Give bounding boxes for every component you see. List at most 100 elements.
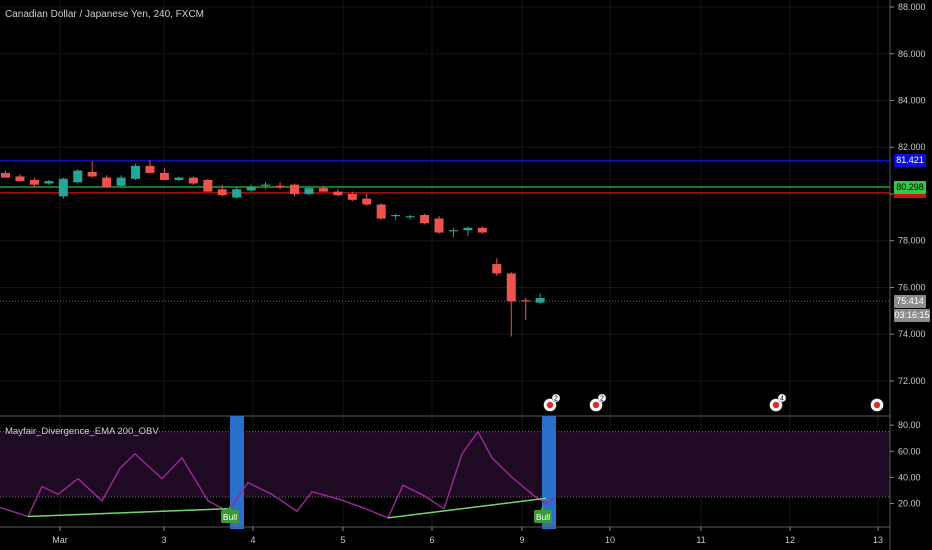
bull-signal-label: Bull [536,512,550,522]
candle [217,184,227,197]
candle-body [73,170,83,183]
event-count-label: 4 [780,396,784,403]
candle-body [174,177,184,180]
price-tag-blue: 81.421 [894,154,926,168]
candle [477,226,487,234]
indicator-tick-label: 60.00 [898,446,921,456]
candle [29,177,39,187]
candle-body [477,227,487,233]
event-marker [870,398,884,412]
candle-body [304,188,314,194]
event-marker: 2 [543,393,561,412]
candle [159,168,169,180]
candle [535,293,545,304]
indicator-tick-label: 20.00 [898,498,921,508]
candle [448,227,458,238]
event-count-label: 2 [554,396,558,403]
candle [420,213,430,225]
price-tick-label: 74.000 [898,329,926,339]
candle [463,226,473,237]
time-tick-label: Mar [52,535,68,545]
candle-body [347,193,357,200]
price-level-lines [0,160,890,302]
candle [131,163,141,180]
candle-body [275,185,285,187]
candle-body [506,273,516,302]
candle [232,186,242,199]
candle-body [29,179,39,185]
candle [376,203,386,220]
divergence-bar [542,416,556,529]
time-tick-label: 5 [340,535,345,545]
price-tick-label: 76.000 [898,282,926,292]
time-tick-label: 4 [250,535,255,545]
bull-signal-box [221,510,239,523]
time-tick-label: 10 [605,535,615,545]
price-tick-label: 72.000 [898,376,926,386]
bull-signal-pointer [540,505,546,511]
candle [347,191,357,201]
event-marker-dot [772,401,780,409]
indicator-title: Mayfair_Divergence_EMA 200_OBV [5,426,159,437]
divergence-trendline [387,497,547,519]
candle [275,182,285,190]
indicator-tick-label: 40.00 [898,472,921,482]
candle-body [145,165,155,173]
candlestick-series[interactable] [1,160,545,337]
candle-body [246,186,256,191]
event-markers[interactable]: 2 2 4 [543,393,884,412]
chart-title: Canadian Dollar / Japanese Yen, 240, FXC… [5,9,205,20]
candle-body [203,179,213,192]
time-tick-label: 13 [873,535,883,545]
candle-body [290,184,299,194]
candle [304,186,314,196]
event-marker-dot [546,401,554,409]
event-marker: 2 [589,393,607,412]
candle-body [362,198,372,205]
price-tick-label: 84.000 [898,95,926,105]
event-marker-dot [873,401,881,409]
price-tag-red [894,193,926,198]
bull-signal: Bull [221,505,239,523]
candle [145,160,155,173]
price-tick-label: 78.000 [898,236,926,246]
event-count-label: 2 [600,396,604,403]
candle [15,174,25,182]
indicator-pane[interactable]: Bull Bull [0,415,890,529]
time-tick-label: 6 [429,535,434,545]
candle-body [463,227,473,231]
candle-body [261,184,271,186]
candle-body [87,171,97,177]
time-axis[interactable]: Mar 3 4 5 6 9 10 11 12 13 [0,526,890,545]
candle [203,178,213,192]
candle-body [116,177,126,186]
price-tick-label: 86.000 [898,49,926,59]
divergence-bar [230,416,244,529]
time-tick-label: 12 [785,535,795,545]
candle [58,177,68,199]
candle-body [188,177,198,184]
candle-body [131,165,141,179]
candle-body [391,215,401,217]
grid-lines [0,0,890,527]
price-tick-label: 88.000 [898,2,926,12]
candle-body [102,177,112,187]
candle [333,189,343,197]
candle-body [333,191,343,196]
divergence-trendline [27,507,229,518]
bull-signal-pointer [227,505,233,511]
candle [1,170,10,178]
price-axis-bg [890,0,932,550]
candle-body [420,215,430,224]
last-price-tag: 75.414 [894,294,926,308]
candle [116,175,126,187]
price-axis[interactable]: 88.00086.00084.00082.00080.00078.00076.0… [889,0,932,550]
candle [87,161,97,178]
candle-body [434,218,444,233]
price-tag-green: 80.298 [894,180,926,194]
candle-body [232,189,242,198]
candle [405,215,415,220]
candle-body [15,176,25,182]
candle [102,175,112,187]
